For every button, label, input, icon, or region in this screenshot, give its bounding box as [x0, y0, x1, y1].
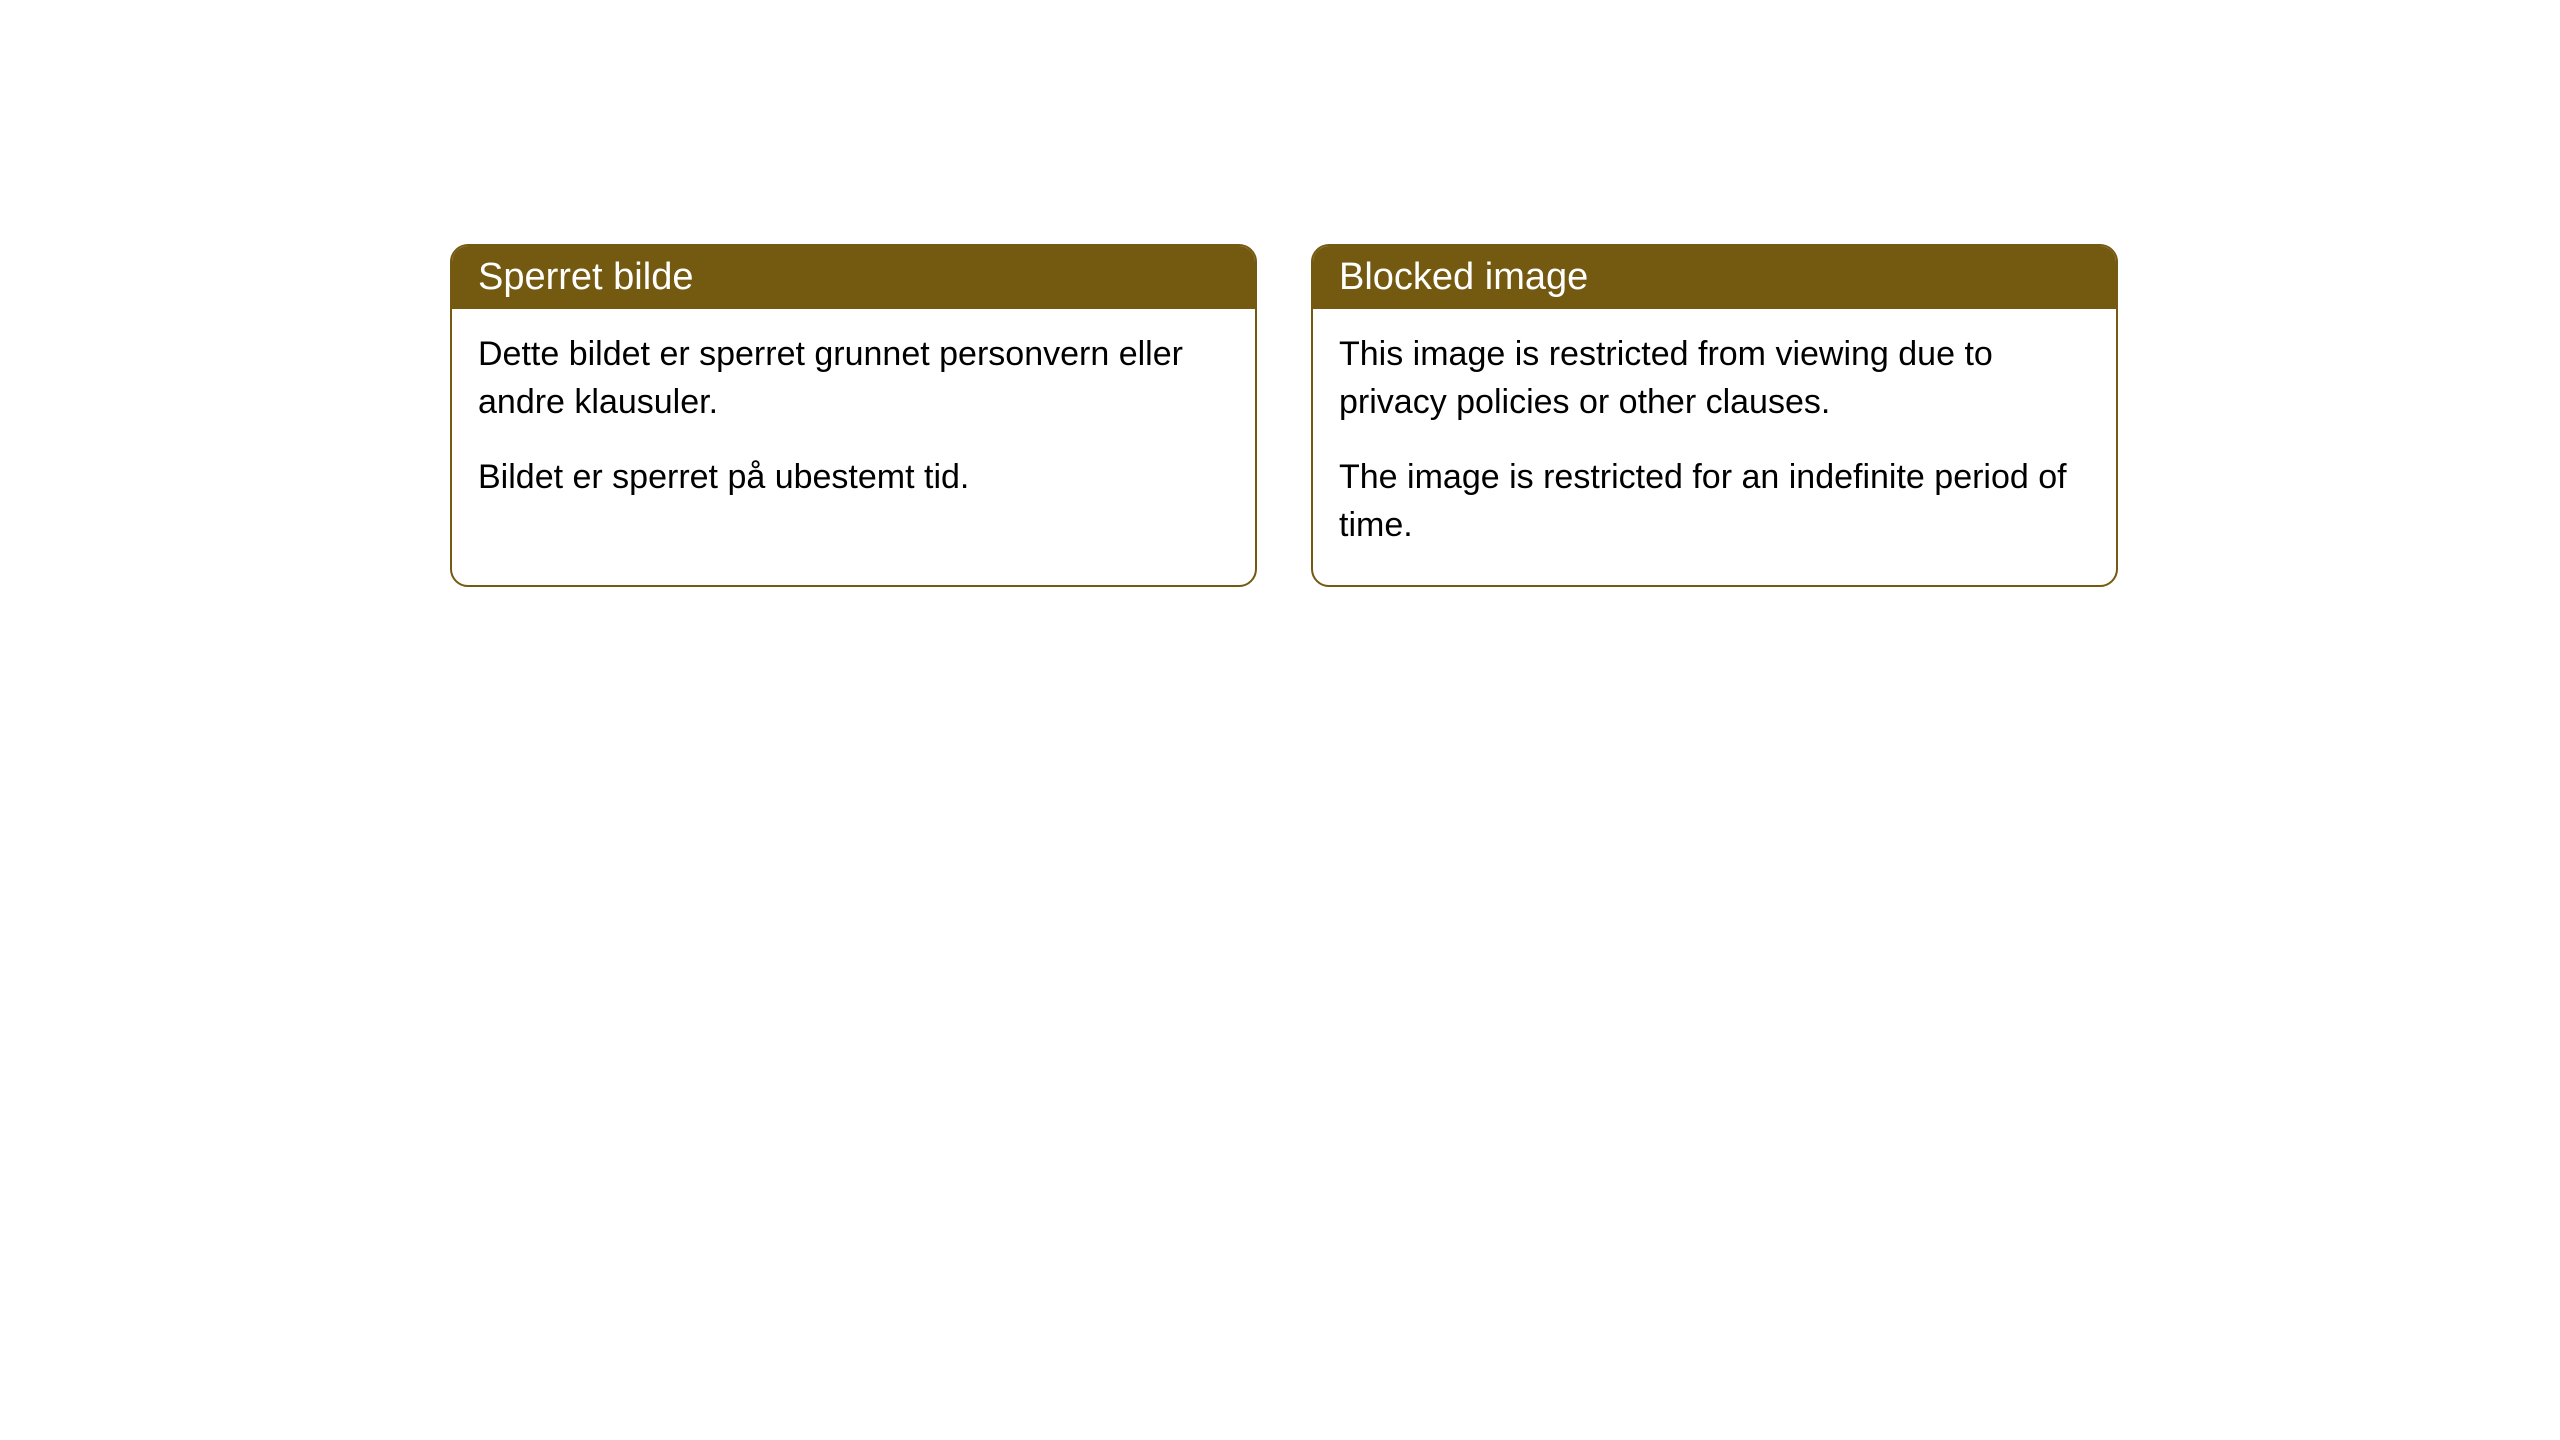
norwegian-card-paragraph-2: Bildet er sperret på ubestemt tid. — [478, 454, 1229, 502]
english-notice-card: Blocked image This image is restricted f… — [1311, 244, 2118, 587]
norwegian-card-body: Dette bildet er sperret grunnet personve… — [452, 309, 1255, 538]
english-card-paragraph-1: This image is restricted from viewing du… — [1339, 331, 2090, 426]
notice-cards-container: Sperret bilde Dette bildet er sperret gr… — [450, 244, 2118, 587]
norwegian-notice-card: Sperret bilde Dette bildet er sperret gr… — [450, 244, 1257, 587]
norwegian-card-title: Sperret bilde — [478, 256, 693, 298]
english-card-header: Blocked image — [1313, 246, 2116, 309]
english-card-body: This image is restricted from viewing du… — [1313, 309, 2116, 585]
english-card-paragraph-2: The image is restricted for an indefinit… — [1339, 454, 2090, 549]
norwegian-card-paragraph-1: Dette bildet er sperret grunnet personve… — [478, 331, 1229, 426]
english-card-title: Blocked image — [1339, 256, 1588, 298]
norwegian-card-header: Sperret bilde — [452, 246, 1255, 309]
